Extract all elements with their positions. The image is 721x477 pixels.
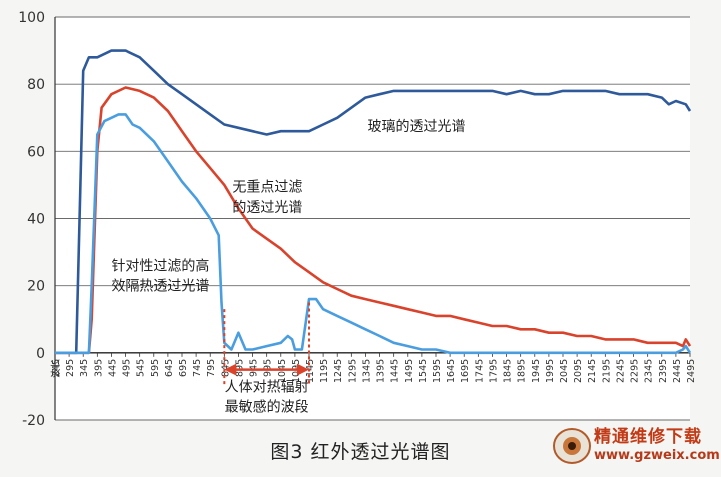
series-line-3	[55, 113, 692, 355]
x-tick-label: 845	[220, 359, 231, 377]
x-tick-label: 495	[122, 359, 133, 377]
annotation-no-filter-2: 的透过光谱	[232, 200, 302, 216]
x-tick-label: 1995	[545, 359, 556, 383]
annotation-band-2: 最敏感的波段	[225, 399, 309, 416]
x-tick-label: 545	[136, 359, 147, 377]
x-tick-label: 1695	[460, 359, 471, 383]
y-tick-label: 60	[27, 144, 45, 160]
x-tick-label: 2145	[587, 359, 598, 383]
x-tick-label: 1445	[390, 359, 401, 383]
band-arrow-right-head	[297, 363, 309, 376]
x-tick-label: 2445	[672, 359, 683, 383]
x-tick-label: 295	[65, 359, 76, 377]
x-tick-label: 2045	[559, 359, 570, 383]
watermark-logo: 精通维修下载 www.gzweix.com	[552, 418, 720, 474]
x-tick-label: 2345	[644, 359, 655, 383]
band-arrow-left-head	[224, 363, 237, 376]
x-tick-label: 595	[150, 359, 161, 377]
x-tick-label: 1295	[347, 359, 358, 383]
x-tick-label: 1895	[517, 359, 528, 383]
annotation-no-filter-1: 无重点过滤	[232, 180, 302, 196]
figure-caption: 图3 红外透过光谱图	[270, 441, 451, 463]
x-tick-label: 1645	[446, 359, 457, 383]
x-tick-label: 995	[263, 359, 274, 377]
x-tick-label: 1495	[404, 359, 415, 383]
y-tick-label: 0	[36, 346, 45, 362]
x-tick-label: 1395	[376, 359, 387, 383]
y-tick-label: 80	[27, 77, 45, 93]
x-tick-label: 1045	[277, 359, 288, 383]
series-line-1	[55, 49, 692, 355]
annotation-targeted-2: 效隔热透过光谱	[111, 279, 209, 295]
x-tick-label: 645	[164, 359, 175, 377]
x-tick-label: 1595	[432, 359, 443, 383]
x-tick-label: 745	[192, 359, 203, 377]
annotation-glass: 玻璃的透过光谱	[368, 118, 466, 135]
y-tick-label: 100	[18, 10, 45, 26]
x-tick-label: 795	[206, 359, 217, 377]
x-tick-label: 1795	[488, 359, 499, 383]
x-tick-label: 2495	[686, 359, 697, 383]
y-tick-label: -20	[22, 413, 45, 429]
x-tick-label: 2245	[615, 359, 626, 383]
x-tick-label: 1345	[361, 359, 372, 383]
x-tick-label: 1845	[503, 359, 514, 383]
x-tick-label: 2195	[601, 359, 612, 383]
x-tick-label: 945	[249, 359, 260, 377]
logo-url-text: www.gzweix.com	[594, 448, 720, 463]
logo-chinese-text: 精通维修下载	[594, 427, 702, 447]
x-axis-label: 波长	[50, 358, 62, 378]
x-tick-label: 1545	[418, 359, 429, 383]
x-tick-label: 1945	[531, 359, 542, 383]
x-tick-label: 895	[234, 359, 245, 377]
annotation-band-1: 人体对热辐射	[225, 379, 309, 395]
x-tick-label: 1745	[474, 359, 485, 383]
eye-logo-icon	[553, 428, 591, 464]
x-tick-label: 1095	[291, 359, 302, 383]
series-line-2	[55, 86, 692, 355]
x-tick-label: 2295	[630, 359, 641, 383]
x-tick-label: 2395	[658, 359, 669, 383]
x-tick-label: 2095	[573, 359, 584, 383]
x-tick-label: 445	[107, 359, 118, 377]
annotation-targeted-1: 针对性过滤的高	[111, 258, 209, 275]
y-tick-label: 40	[27, 212, 45, 228]
y-tick-label: 20	[27, 279, 45, 295]
x-tick-label: 1245	[333, 359, 344, 383]
x-tick-label: 345	[79, 359, 90, 377]
x-tick-label: 1145	[305, 359, 316, 383]
x-tick-label: 245	[51, 359, 62, 377]
x-tick-label: 395	[93, 359, 104, 377]
x-tick-label: 695	[178, 359, 189, 377]
x-tick-label: 1195	[319, 359, 330, 383]
